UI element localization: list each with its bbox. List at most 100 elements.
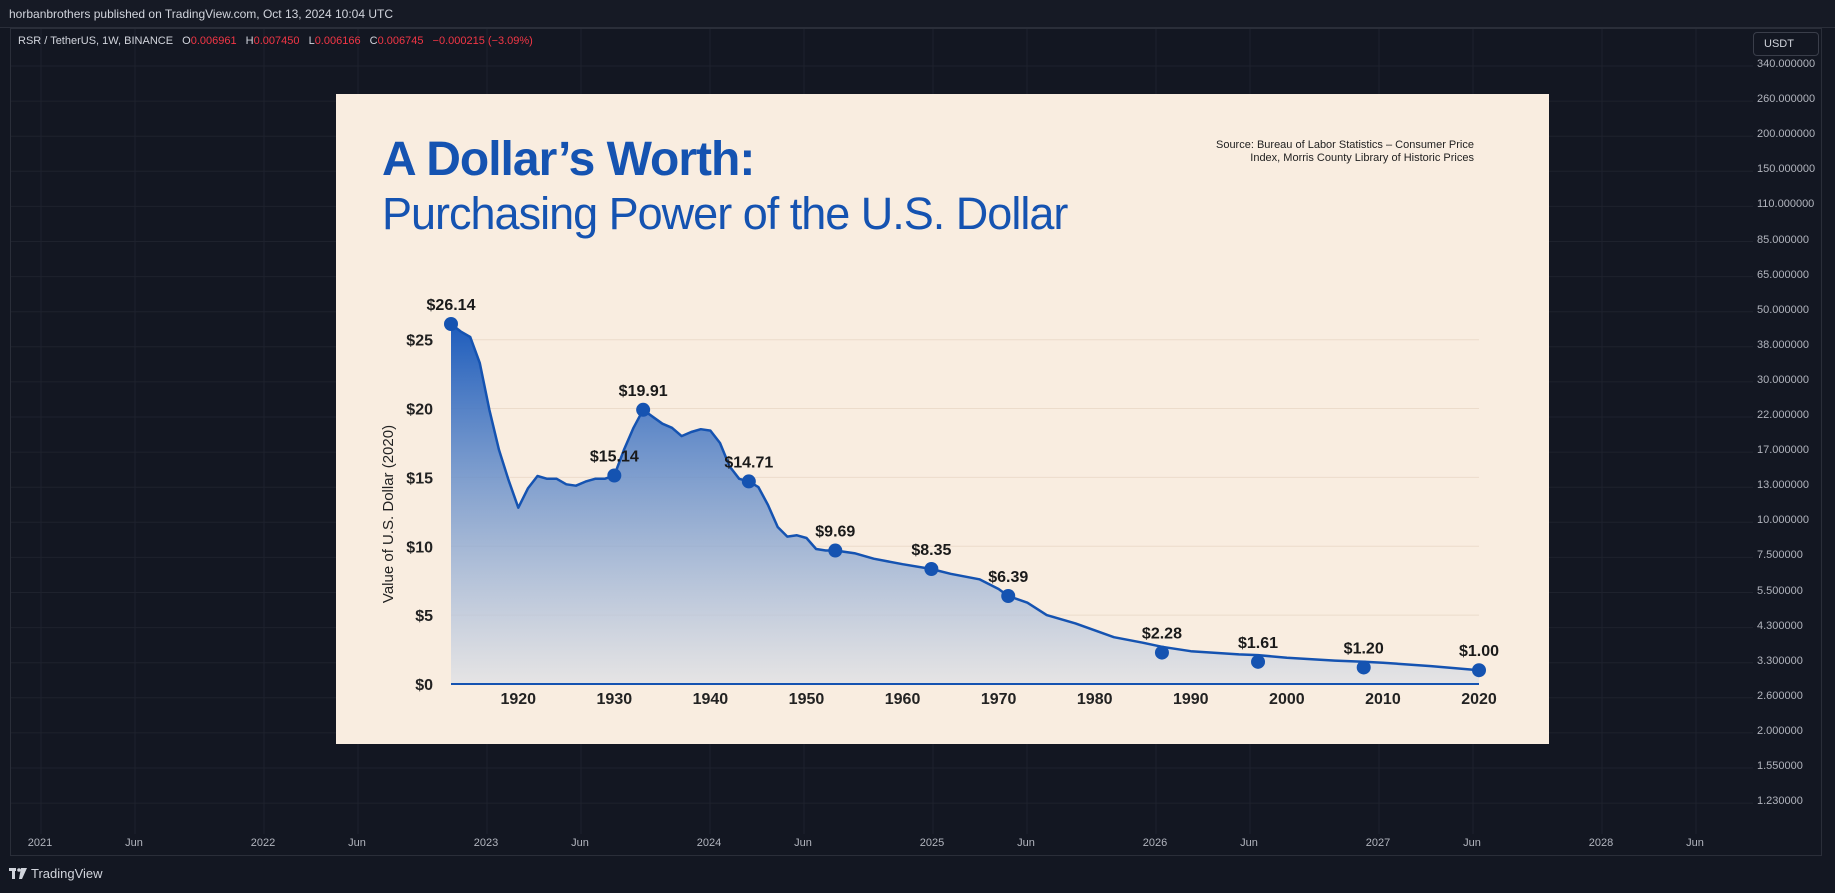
x-tick-label: 1930 bbox=[597, 691, 633, 708]
x-tick-label: 1970 bbox=[981, 691, 1017, 708]
x-tick-label: 1940 bbox=[693, 691, 729, 708]
high-label: H bbox=[245, 35, 254, 47]
data-point bbox=[444, 317, 458, 331]
time-tick: 2026 bbox=[1142, 837, 1168, 849]
data-label: $6.39 bbox=[988, 569, 1028, 586]
footer: TradingView bbox=[0, 857, 1835, 893]
y-tick-label: $10 bbox=[406, 539, 433, 556]
open-value: 0.006961 bbox=[190, 35, 237, 47]
x-tick-label: 1990 bbox=[1173, 691, 1209, 708]
price-tick: 4.300000 bbox=[1757, 619, 1803, 632]
y-tick-label: $25 bbox=[406, 333, 433, 350]
x-tick-label: 2020 bbox=[1461, 691, 1497, 708]
time-tick: Jun bbox=[571, 837, 589, 849]
open-label: O bbox=[182, 35, 191, 47]
change-value: −0.000215 (−3.09%) bbox=[432, 35, 533, 47]
y-tick-label: $20 bbox=[406, 402, 433, 419]
price-tick: 85.000000 bbox=[1757, 233, 1809, 246]
data-label: $15.14 bbox=[590, 448, 639, 465]
data-point bbox=[1154, 645, 1169, 660]
tradingview-logo[interactable]: TradingView bbox=[9, 866, 103, 881]
price-tick: 50.000000 bbox=[1757, 303, 1809, 316]
price-tick: 3.300000 bbox=[1757, 654, 1803, 667]
price-tick: 2.000000 bbox=[1757, 724, 1803, 737]
value-line bbox=[450, 323, 1480, 672]
data-label: $14.71 bbox=[724, 454, 773, 471]
price-tick: 22.000000 bbox=[1757, 409, 1809, 421]
price-tick: 2.600000 bbox=[1757, 689, 1803, 702]
price-tick: 13.000000 bbox=[1757, 479, 1809, 492]
price-tick: 38.000000 bbox=[1757, 338, 1809, 351]
tradingview-logo-icon bbox=[9, 867, 27, 879]
y-tick-label: $15 bbox=[406, 470, 433, 487]
time-axis[interactable]: 2021 Jun 2022 Jun 2023 Jun 2024 Jun 2025 Jun 2026 J… bbox=[10, 835, 1752, 855]
x-tick-label: 1960 bbox=[885, 691, 921, 708]
data-label: $1.00 bbox=[1459, 643, 1499, 660]
price-tick: 200.000000 bbox=[1757, 128, 1816, 141]
time-tick: Jun bbox=[348, 837, 366, 849]
data-label: $1.20 bbox=[1344, 640, 1384, 657]
overlay-subtitle: Purchasing Power of the U.S. Dollar bbox=[382, 188, 1068, 239]
price-tick: 110.000000 bbox=[1757, 198, 1815, 211]
price-tick: 1.550000 bbox=[1757, 760, 1803, 772]
symbol-name: RSR / TetherUS, 1W, BINANCE bbox=[18, 35, 174, 47]
source-line-2: Index, Morris County Library of Historic… bbox=[1250, 152, 1474, 164]
data-point bbox=[741, 474, 756, 489]
currency-button[interactable]: USDT bbox=[1753, 32, 1819, 56]
price-tick: 10.000000 bbox=[1757, 514, 1809, 527]
publication-bar: horbanbrothers published on TradingView.… bbox=[0, 0, 1835, 28]
x-tick-label: 1920 bbox=[500, 691, 536, 708]
time-tick: 2024 bbox=[696, 837, 722, 849]
x-tick-label: 1980 bbox=[1077, 691, 1113, 708]
data-point bbox=[828, 543, 843, 558]
price-tick: 5.500000 bbox=[1757, 584, 1803, 597]
low-value: 0.006166 bbox=[314, 35, 361, 47]
overlay-title: A Dollar’s Worth: bbox=[382, 133, 755, 186]
price-axis[interactable]: 340.000000 260.000000 200.000000 150.000000… bbox=[1752, 56, 1832, 846]
value-area bbox=[451, 324, 1479, 684]
price-tick: 260.000000 bbox=[1757, 93, 1816, 106]
data-label: $1.61 bbox=[1238, 635, 1278, 652]
time-tick: 2027 bbox=[1365, 837, 1391, 849]
time-tick: 2023 bbox=[473, 837, 499, 849]
price-tick: 7.500000 bbox=[1757, 549, 1803, 562]
data-label: $8.35 bbox=[911, 542, 951, 559]
x-tick-label: 2010 bbox=[1365, 691, 1401, 708]
brand-name: TradingView bbox=[31, 866, 103, 881]
data-point bbox=[1251, 654, 1266, 669]
price-tick: 1.230000 bbox=[1757, 795, 1803, 808]
y-tick-label: $5 bbox=[415, 608, 433, 625]
y-tick-label: $0 bbox=[415, 677, 433, 694]
overlay-source: Source: Bureau of Labor Statistics – Con… bbox=[1154, 139, 1474, 165]
price-tick: 30.000000 bbox=[1757, 373, 1809, 386]
price-tick: 340.000000 bbox=[1757, 58, 1816, 70]
time-tick: 2022 bbox=[250, 837, 276, 849]
data-point bbox=[1356, 660, 1371, 675]
x-tick-label: 1950 bbox=[789, 691, 825, 708]
price-tick: 150.000000 bbox=[1757, 163, 1816, 176]
data-label: $2.28 bbox=[1142, 626, 1182, 643]
purchasing-power-chart: $0 $5 $10 $15 $20 $25 1920 1930 1940 1950 1960 1970… bbox=[380, 297, 1499, 708]
price-tick: 17.000000 bbox=[1757, 444, 1809, 457]
high-value: 0.007450 bbox=[253, 35, 300, 47]
close-label: C bbox=[369, 35, 378, 47]
symbol-legend[interactable]: RSR / TetherUS, 1W, BINANCE O0.006961 H0… bbox=[18, 35, 533, 47]
data-point bbox=[924, 562, 939, 577]
time-tick: Jun bbox=[1463, 837, 1481, 849]
time-tick: 2021 bbox=[27, 837, 53, 849]
time-tick: 2025 bbox=[919, 837, 945, 849]
source-line-1: Source: Bureau of Labor Statistics – Con… bbox=[1215, 139, 1474, 151]
price-tick: 65.000000 bbox=[1757, 268, 1809, 281]
x-tick-label: 2000 bbox=[1269, 691, 1305, 708]
y-axis-label: Value of U.S. Dollar (2020) bbox=[380, 425, 397, 603]
low-label: L bbox=[308, 35, 315, 47]
overlay-image: A Dollar’s Worth: Purchasing Power of th… bbox=[336, 94, 1549, 744]
time-tick: Jun bbox=[794, 837, 812, 849]
time-tick: Jun bbox=[1017, 837, 1035, 849]
time-tick: 2028 bbox=[1588, 837, 1614, 849]
close-value: 0.006745 bbox=[377, 35, 424, 47]
data-label: $19.91 bbox=[619, 383, 668, 400]
data-point bbox=[607, 468, 622, 483]
publication-info: horbanbrothers published on TradingView.… bbox=[9, 7, 394, 21]
time-tick: Jun bbox=[1686, 837, 1704, 849]
